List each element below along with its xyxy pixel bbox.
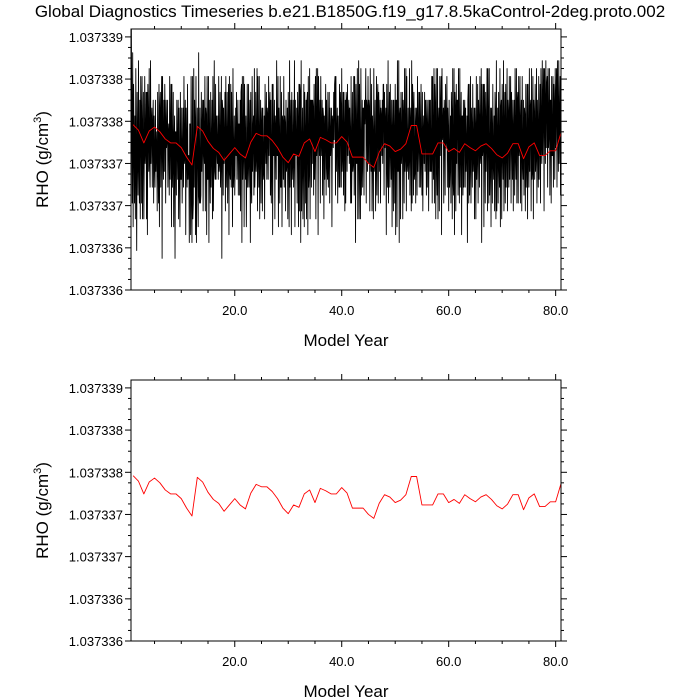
y-tick-label: 1.037339 — [69, 381, 123, 396]
y-tick-label: 1.037337 — [69, 199, 123, 214]
y-tick-label: 1.037337 — [69, 156, 123, 171]
x-axis-title: Model Year — [303, 682, 388, 700]
y-tick-label: 1.037338 — [69, 114, 123, 129]
y-tick-label: 1.037336 — [69, 634, 123, 649]
y-tick-label: 1.037336 — [69, 241, 123, 256]
monthly-line — [131, 29, 561, 259]
plot-frame — [130, 28, 562, 291]
y-axis-title: RHO (g/cm3) — [32, 111, 52, 208]
y-tick-label: 1.037338 — [69, 465, 123, 480]
y-tick-label: 1.037339 — [69, 30, 123, 45]
y-axis-title: RHO (g/cm3) — [32, 462, 52, 559]
x-axis-title: Model Year — [303, 331, 388, 350]
y-tick-label: 1.037337 — [69, 507, 123, 522]
y-tick-label: 1.037338 — [69, 72, 123, 87]
x-tick-label: 60.0 — [436, 654, 461, 669]
x-tick-label: 20.0 — [222, 303, 247, 318]
x-tick-label: 40.0 — [329, 303, 354, 318]
x-tick-label: 60.0 — [436, 303, 461, 318]
plot-frame — [130, 379, 562, 642]
y-tick-label: 1.037336 — [69, 283, 123, 298]
x-tick-label: 80.0 — [543, 654, 568, 669]
x-tick-label: 40.0 — [329, 654, 354, 669]
y-tick-label: 1.037336 — [69, 592, 123, 607]
y-tick-label: 1.037337 — [69, 550, 123, 565]
top-panel: 20.0 40.0 60.0 80.0 1.037336 1.037336 1.037337… — [32, 23, 568, 350]
annual-mean-line — [132, 124, 561, 168]
y-tick-label: 1.037338 — [69, 423, 123, 438]
page-title: Global Diagnostics Timeseries b.e21.B185… — [34, 2, 666, 21]
x-tick-label: 80.0 — [543, 303, 568, 318]
annual-mean-line — [132, 475, 561, 519]
bottom-panel: 20.0 40.0 60.0 80.0 1.037336 1.037336 1.037337… — [32, 374, 568, 700]
x-tick-label: 20.0 — [222, 654, 247, 669]
